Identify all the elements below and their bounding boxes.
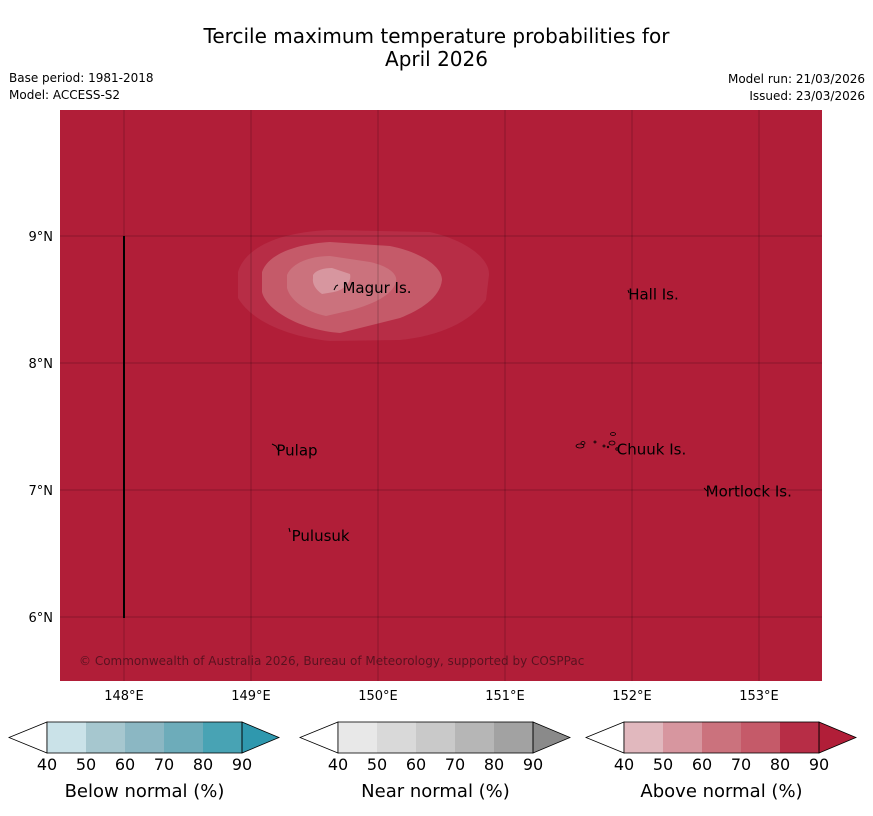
colorbar-tick-label: 40 xyxy=(36,755,58,774)
model-text: Model: ACCESS-S2 xyxy=(9,88,121,102)
colorbar-tick-label: 40 xyxy=(327,755,349,774)
colorbar-extend-high xyxy=(818,721,858,754)
base-period-text: Base period: 1981-2018 xyxy=(9,71,154,85)
lon-tick-label: 148°E xyxy=(104,689,144,704)
colorbar-segment xyxy=(741,722,780,753)
lat-tick-label: 8°N xyxy=(29,357,54,372)
above-normal-colorbar xyxy=(584,721,858,754)
colorbar-segment xyxy=(455,722,494,753)
colorbar-segment xyxy=(47,722,86,753)
model-run-text: Model run: 21/03/2026 xyxy=(727,72,865,86)
meta-left: Base period: 1981-2018 Model: ACCESS-S2 xyxy=(9,70,154,104)
colorbar-segment xyxy=(702,722,741,753)
near-normal-label: Near normal (%) xyxy=(361,781,510,802)
lon-tick-label: 150°E xyxy=(358,689,398,704)
colorbar-tick-label: 60 xyxy=(691,755,713,774)
lon-tick-label: 152°E xyxy=(612,689,652,704)
legend-below-normal: 40 50 60 70 80 90 Below normal (%) xyxy=(7,720,281,802)
colorbar-extend-low xyxy=(584,721,625,754)
chart-title-line1: Tercile maximum temperature probabilitie… xyxy=(203,24,670,48)
colorbar-tick-label: 50 xyxy=(652,755,674,774)
colorbar-segment xyxy=(164,722,203,753)
colorbar-segment xyxy=(86,722,125,753)
chart-title-line2: April 2026 xyxy=(385,47,488,71)
colorbar-segment xyxy=(377,722,416,753)
map-background xyxy=(60,110,822,681)
colorbar-segment xyxy=(125,722,164,753)
colorbar-segment xyxy=(624,722,663,753)
lat-tick-label: 7°N xyxy=(29,484,54,499)
meta-right: Model run: 21/03/2026 Issued: 23/03/2026 xyxy=(728,71,865,105)
contour-50 xyxy=(312,268,351,294)
place-label: Magur Is. xyxy=(342,279,411,297)
magur-island-outline xyxy=(333,284,339,291)
colorbar-tick-label: 60 xyxy=(114,755,136,774)
colorbar-segment xyxy=(663,722,702,753)
colorbar-tick-label: 90 xyxy=(231,755,253,774)
colorbar-segment xyxy=(416,722,455,753)
chuuk-lagoon-outline xyxy=(575,432,619,451)
place-label: Mortlock Is. xyxy=(706,482,792,500)
colorbar-tick-label: 80 xyxy=(483,755,505,774)
issued-text: Issued: 23/03/2026 xyxy=(749,89,865,103)
probability-contours xyxy=(238,230,490,341)
colorbar-tick-label: 40 xyxy=(613,755,635,774)
below-normal-label: Below normal (%) xyxy=(64,781,225,802)
colorbar-segment xyxy=(780,722,819,753)
colorbar-extend-high xyxy=(241,721,281,754)
above-normal-label: Above normal (%) xyxy=(640,781,803,802)
colorbar-tick-label: 50 xyxy=(75,755,97,774)
lon-tick-label: 153°E xyxy=(739,689,779,704)
near-normal-colorbar xyxy=(298,721,572,754)
colorbar-tick-label: 90 xyxy=(808,755,830,774)
pulap-island-outline xyxy=(271,443,279,451)
mortlock-island-outline xyxy=(703,487,708,492)
colorbar-extend-low xyxy=(7,721,48,754)
colorbar-tick-label: 50 xyxy=(366,755,388,774)
latitude-tick-labels: 9°N 8°N 7°N 6°N xyxy=(29,230,54,626)
place-label: Hall Is. xyxy=(628,286,679,304)
colorbar-tick-label: 70 xyxy=(730,755,752,774)
colorbar-extend-low xyxy=(298,721,339,754)
probability-map: Magur Is. Hall Is. Pulap Chuuk Is. Mortlock … xyxy=(29,110,822,704)
longitude-tick-labels: 148°E 149°E 150°E 151°E 152°E 153°E xyxy=(104,689,779,704)
pulusuk-island-outline xyxy=(288,527,291,533)
copyright-text: © Commonwealth of Australia 2026, Bureau… xyxy=(79,654,584,668)
place-label: Pulusuk xyxy=(292,527,350,545)
hall-island-outline xyxy=(627,289,630,294)
colorbar-segment xyxy=(338,722,377,753)
place-labels: Magur Is. Hall Is. Pulap Chuuk Is. Mortlock … xyxy=(276,279,791,545)
colorbar-frame xyxy=(337,721,534,754)
colorbar-tick-label: 60 xyxy=(405,755,427,774)
colorbar-frame xyxy=(623,721,820,754)
colorbar-tick-label: 90 xyxy=(522,755,544,774)
colorbar-segment xyxy=(203,722,242,753)
colorbar-segment xyxy=(494,722,533,753)
legend-above-normal: 40 50 60 70 80 90 Above normal (%) xyxy=(584,720,858,802)
colorbar-extend-high xyxy=(532,721,572,754)
colorbar-frame xyxy=(46,721,243,754)
lon-tick-label: 149°E xyxy=(231,689,271,704)
lon-tick-label: 151°E xyxy=(485,689,525,704)
colorbar-tick-label: 80 xyxy=(769,755,791,774)
place-label: Chuuk Is. xyxy=(617,440,686,458)
colorbar-tick-label: 80 xyxy=(192,755,214,774)
island-outlines xyxy=(271,284,708,533)
place-label: Pulap xyxy=(276,442,317,460)
colorbar-tick-label: 70 xyxy=(444,755,466,774)
colorbar-tick-label: 70 xyxy=(153,755,175,774)
below-normal-colorbar xyxy=(7,721,281,754)
lat-tick-label: 9°N xyxy=(29,230,54,245)
lat-tick-label: 6°N xyxy=(29,611,54,626)
legend-near-normal: 40 50 60 70 80 90 Near normal (%) xyxy=(298,720,572,802)
